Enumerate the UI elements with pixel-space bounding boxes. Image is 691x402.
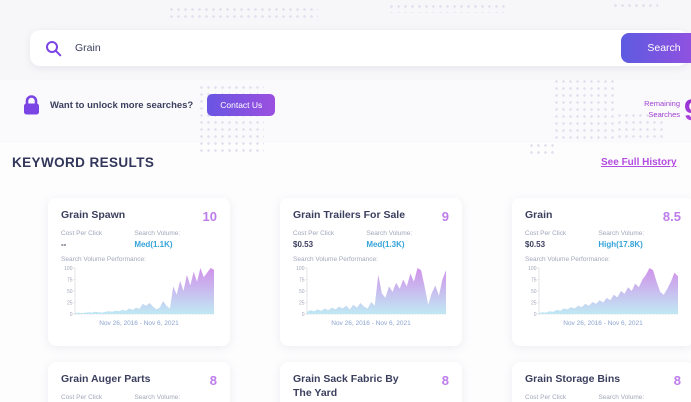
cpc-label: Cost Per Click [525, 230, 567, 237]
remaining-searches-count: 9 [684, 94, 691, 128]
search-volume-chart: 100 75 50 25 0 [64, 266, 214, 318]
cpc-value: $0.53 [293, 240, 314, 249]
svg-text:25: 25 [531, 300, 537, 306]
performance-label: Search Volume Performance: [61, 256, 146, 263]
see-full-history-link[interactable]: See Full History [601, 157, 677, 168]
svg-text:100: 100 [296, 266, 305, 272]
search-button[interactable]: Search [621, 33, 691, 63]
keyword-card: Grain Sack Fabric By The Yard 8 Cost Per… [280, 362, 462, 402]
keyword-score: 8 [209, 373, 217, 388]
search-input[interactable] [75, 42, 688, 54]
volume-value: Med(1.3K) [366, 240, 405, 249]
svg-text:25: 25 [299, 300, 305, 306]
search-volume-chart: 100 75 50 25 0 [528, 266, 678, 318]
world-map-dots [528, 142, 556, 158]
world-map-dots [612, 2, 658, 11]
chart-date-range: Nov 26, 2016 - Nov 6, 2021 [99, 320, 179, 327]
keyword-card: Grain Auger Parts 8 Cost Per Click Searc… [48, 362, 230, 402]
cpc-label: Cost Per Click [525, 394, 567, 401]
svg-text:0: 0 [534, 312, 537, 318]
keyword-title: Grain Storage Bins [525, 373, 621, 385]
svg-text:75: 75 [67, 277, 73, 283]
performance-label: Search Volume Performance: [525, 256, 610, 263]
svg-text:0: 0 [302, 312, 305, 318]
svg-text:75: 75 [299, 277, 305, 283]
search-icon [46, 40, 62, 56]
performance-label: Search Volume Performance: [293, 256, 378, 263]
volume-label: Search Volume: [366, 230, 413, 237]
svg-text:100: 100 [528, 266, 537, 272]
volume-label: Search Volume: [598, 394, 645, 401]
keyword-card: Grain 8.5 Cost Per Click $0.53 Search Vo… [512, 198, 691, 346]
world-map-dots [616, 112, 664, 142]
keyword-card: Grain Spawn 10 Cost Per Click -- Search … [48, 198, 230, 346]
contact-us-button[interactable]: Contact Us [207, 94, 276, 116]
world-map-dots [388, 3, 508, 13]
cpc-label: Cost Per Click [293, 230, 335, 237]
keyword-title: Grain [525, 209, 553, 221]
cpc-value: $0.53 [525, 240, 546, 249]
svg-text:75: 75 [531, 277, 537, 283]
world-map-dots [168, 6, 318, 19]
remaining-searches-label: Remaining Searches [644, 99, 680, 120]
world-map-dots [553, 78, 615, 142]
keyword-title: Grain Auger Parts [61, 373, 151, 385]
unlock-banner-text: Want to unlock more searches? [50, 99, 194, 111]
svg-text:0: 0 [70, 312, 73, 318]
page-title: KEYWORD RESULTS [12, 155, 155, 170]
volume-label: Search Volume: [134, 394, 181, 401]
volume-label: Search Volume: [598, 230, 645, 237]
keyword-score: 9 [441, 209, 449, 224]
keyword-score: 8.5 [662, 209, 681, 224]
keyword-title: Grain Sack Fabric By The Yard [293, 373, 399, 399]
volume-value: High(17.8K) [598, 240, 643, 249]
keyword-score: 8 [441, 373, 449, 388]
keyword-cards-row-1: Grain Spawn 10 Cost Per Click -- Search … [48, 198, 691, 346]
volume-value: Med(1.1K) [134, 240, 173, 249]
keyword-cards-row-2: Grain Auger Parts 8 Cost Per Click Searc… [48, 362, 691, 402]
svg-text:50: 50 [531, 289, 537, 295]
search-bar [30, 30, 688, 66]
keyword-title: Grain Spawn [61, 209, 126, 221]
keyword-score: 10 [202, 209, 217, 224]
chart-date-range: Nov 26, 2016 - Nov 6, 2021 [563, 320, 643, 327]
cpc-label: Cost Per Click [61, 394, 103, 401]
cpc-label: Cost Per Click [61, 230, 103, 237]
svg-text:50: 50 [67, 289, 73, 295]
volume-label: Search Volume: [134, 230, 181, 237]
cpc-value: -- [61, 240, 67, 249]
svg-text:100: 100 [64, 266, 73, 272]
keyword-title: Grain Trailers For Sale [293, 209, 406, 221]
keyword-score: 8 [673, 373, 681, 388]
lock-icon [24, 95, 39, 115]
keyword-card: Grain Trailers For Sale 9 Cost Per Click… [280, 198, 462, 346]
keyword-card: Grain Storage Bins 8 Cost Per Click Sear… [512, 362, 691, 402]
remaining-searches: Remaining Searches 9 [638, 94, 691, 128]
svg-text:25: 25 [67, 300, 73, 306]
search-volume-chart: 100 75 50 25 0 [296, 266, 446, 318]
unlock-banner: Want to unlock more searches? Contact Us [23, 93, 276, 117]
svg-text:50: 50 [299, 289, 305, 295]
chart-date-range: Nov 26, 2016 - Nov 6, 2021 [331, 320, 411, 327]
